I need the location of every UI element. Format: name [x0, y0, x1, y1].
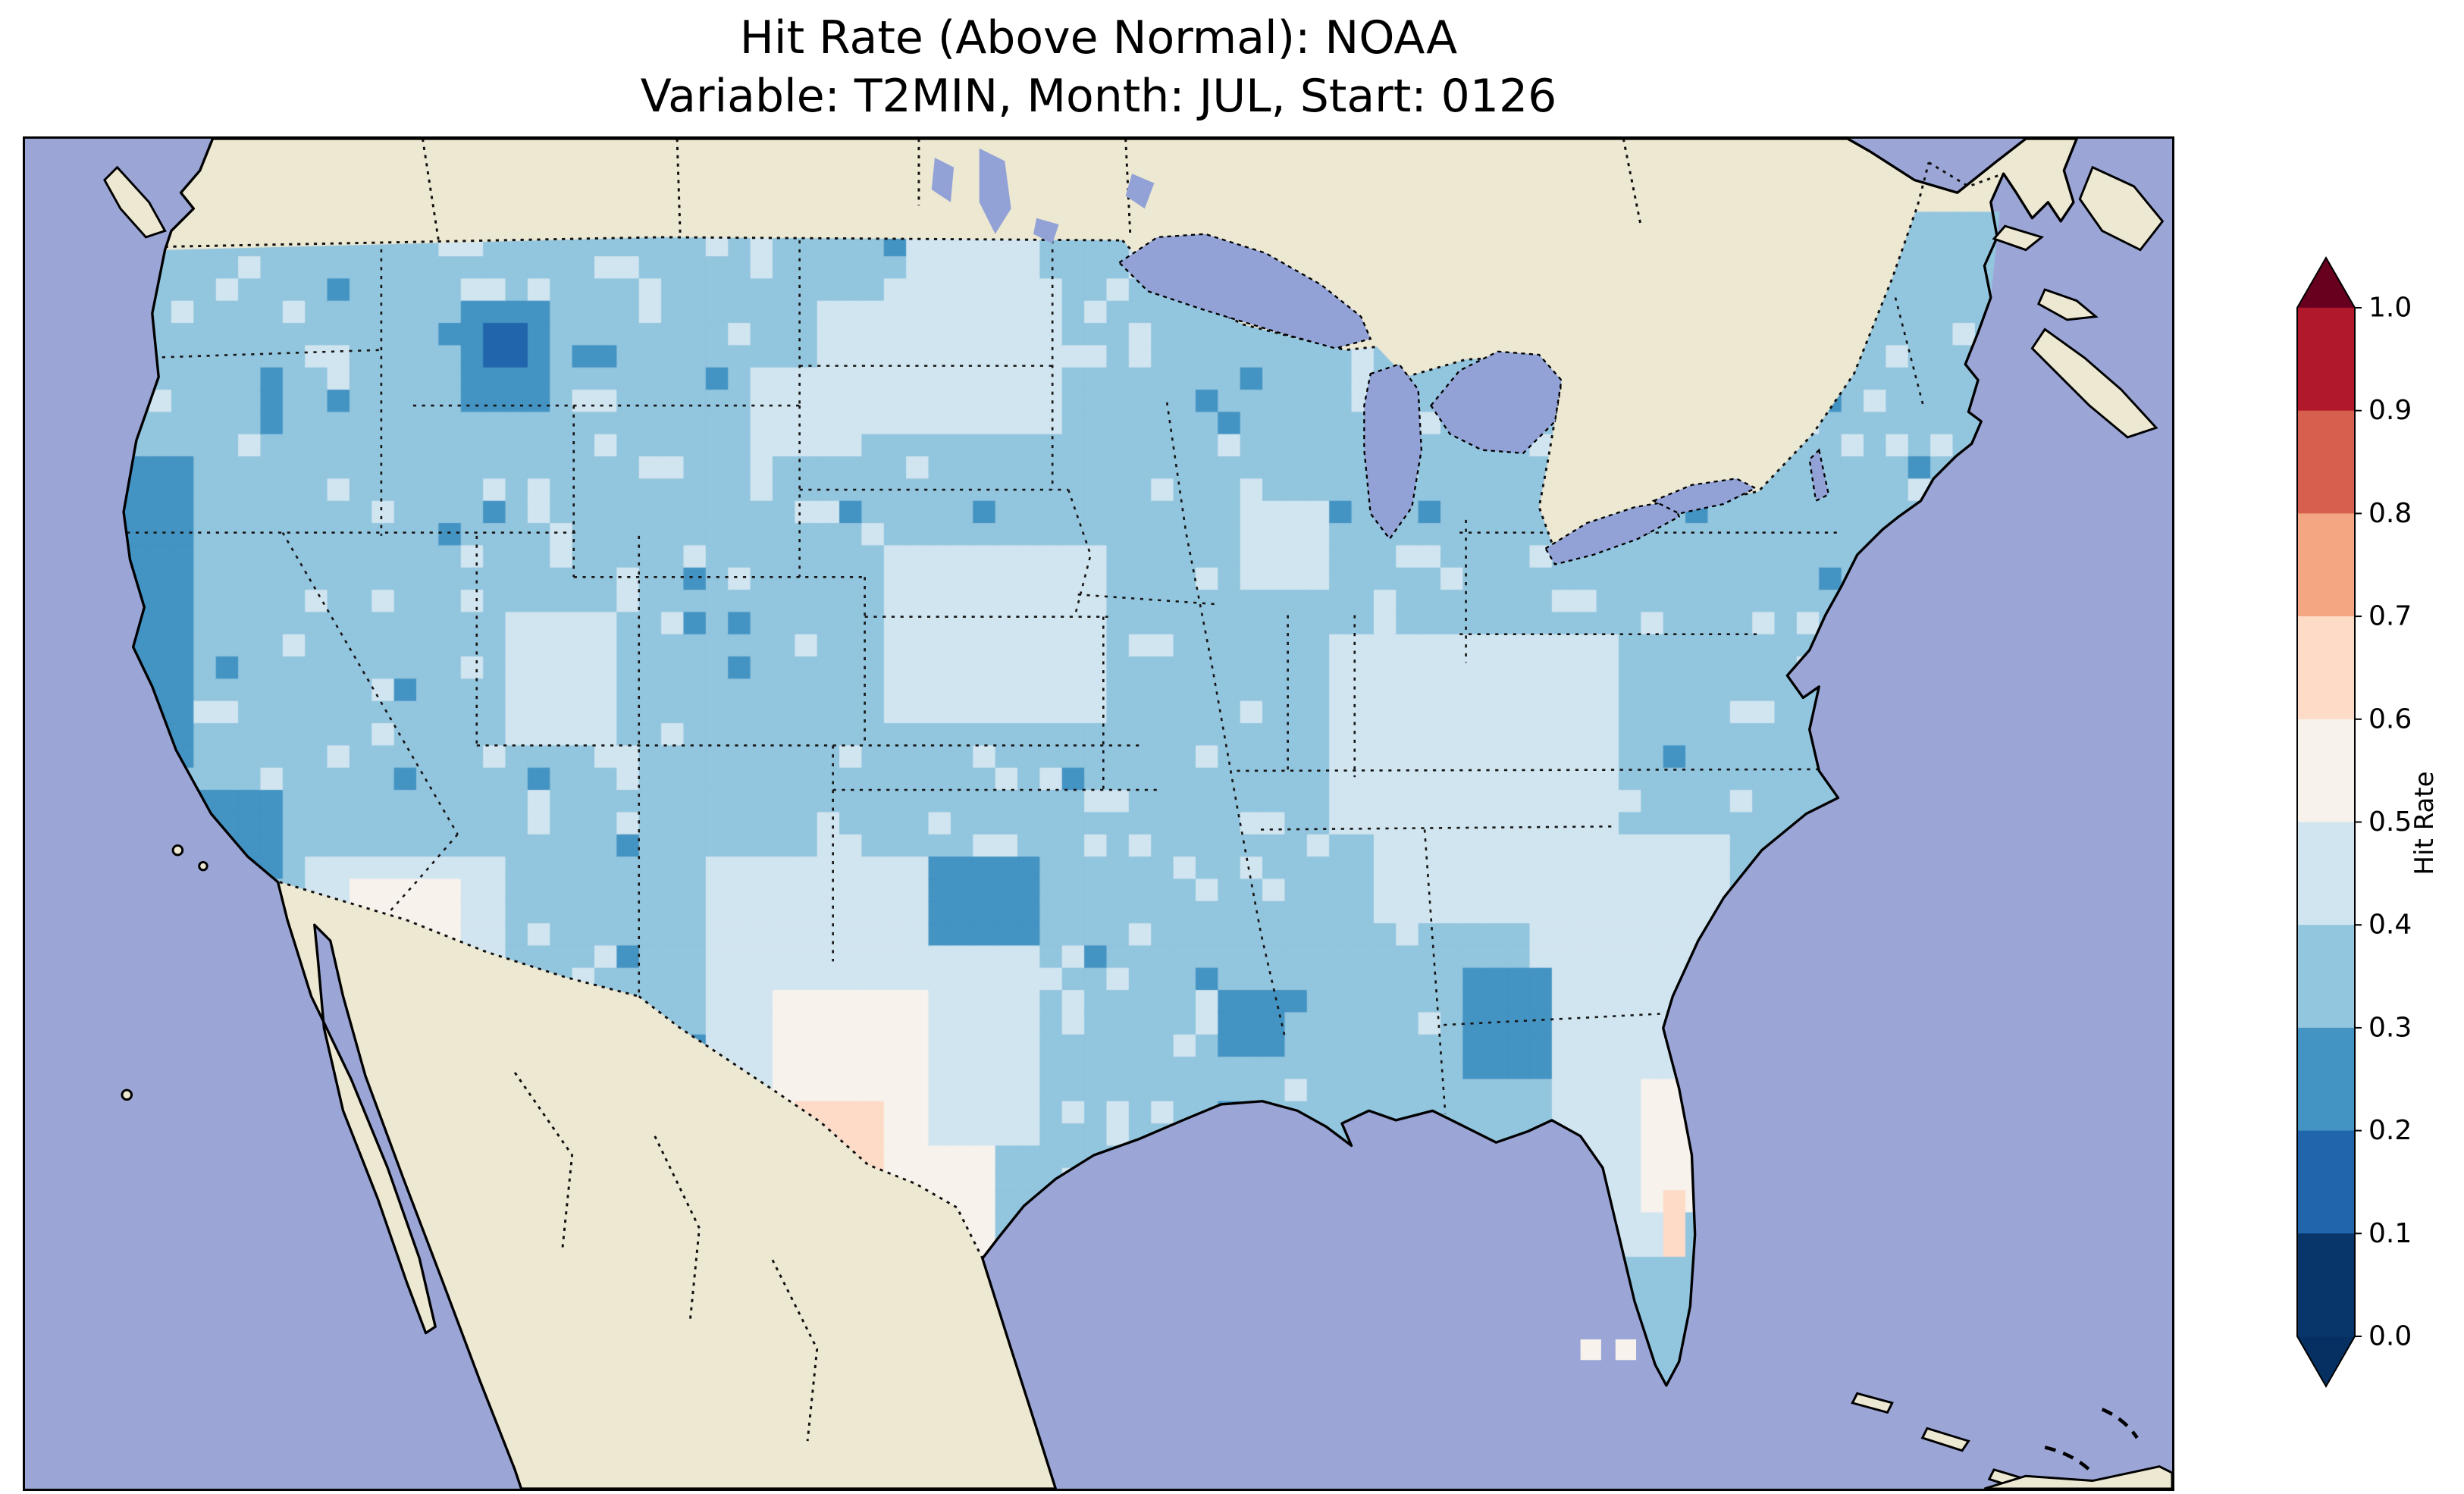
state-border-line	[1894, 297, 1926, 409]
colorbar-segment	[2297, 719, 2355, 823]
national-border-line	[638, 995, 984, 1259]
map-panel	[23, 136, 2174, 1491]
state-border-line	[281, 531, 459, 835]
colorbar-tick-label: 0.4	[2368, 910, 2412, 941]
national-border-line	[513, 1072, 574, 1248]
national-border-line	[676, 139, 682, 237]
state-border-line	[1237, 768, 1834, 772]
colorbar-tick-label: 0.5	[2368, 807, 2412, 838]
channel-island	[171, 844, 184, 857]
colorbar-tick-label: 1.0	[2368, 293, 2412, 324]
colorbar-segment	[2297, 1130, 2355, 1234]
lake-nipigon	[1125, 174, 1155, 209]
lake-winnipeg	[979, 148, 1011, 234]
colorbar-under-arrow	[2297, 1336, 2355, 1386]
lake-erie	[1544, 500, 1681, 565]
lake-manitoba	[931, 158, 955, 202]
colorbar-tick-label: 0.6	[2368, 703, 2412, 734]
canada-lakes	[931, 148, 1155, 244]
hit-rate-grid	[25, 139, 2172, 1489]
national-border-line	[771, 1259, 819, 1442]
colorbar-tick-label: 0.3	[2368, 1012, 2412, 1043]
colorbar: 1.0 0.9 0.8 0.7 0.6 0.5 0.4 0.3 0.2 0.1 0.0	[2296, 255, 2412, 1389]
state-borders	[127, 240, 1926, 1114]
offshore-cell	[1615, 1339, 1637, 1361]
national-border-line	[421, 139, 440, 241]
state-border-line	[1423, 829, 1447, 1114]
colorbar-label: Hit Rate	[2409, 771, 2440, 875]
state-border-line	[144, 349, 381, 359]
bahamas-cays	[2044, 1445, 2094, 1474]
state-border-line	[1444, 1013, 1660, 1026]
national-border-line	[165, 236, 1123, 248]
nova-scotia	[2030, 327, 2158, 439]
bahamas-island	[1920, 1427, 1970, 1452]
newfoundland	[2078, 165, 2165, 252]
state-border-line	[1077, 594, 1215, 606]
state-border-line	[387, 833, 459, 915]
colorbar-segment	[2297, 616, 2355, 720]
channel-island	[198, 860, 208, 872]
colorbar-segment	[2297, 1027, 2355, 1132]
colorbar-over-arrow	[2297, 258, 2355, 308]
great-lakes	[1118, 233, 1830, 565]
colorbar-segment	[2297, 822, 2355, 926]
cuba	[1984, 1465, 2172, 1489]
lake-champlain	[1808, 448, 1830, 503]
colorbar-tick-label: 0.8	[2368, 498, 2412, 529]
bahamas-island	[1851, 1392, 1894, 1414]
colorbar-tick-label: 0.1	[2368, 1218, 2412, 1249]
national-border-line	[1622, 139, 1642, 227]
national-border-line	[279, 881, 640, 998]
national-border-line	[1121, 240, 1378, 352]
prince-edward-island	[2036, 288, 2099, 321]
colorbar-tick-label: 0.7	[2368, 601, 2412, 632]
colorbar-segment	[2297, 513, 2355, 617]
baja-island	[121, 1088, 133, 1101]
colorbar-tick-label: 0.9	[2368, 395, 2412, 426]
islands	[103, 165, 2172, 1489]
lake-superior	[1118, 233, 1372, 349]
lake-michigan	[1363, 363, 1423, 540]
anticosti-island	[1992, 224, 2045, 252]
coastline	[122, 139, 2078, 1489]
bahamas-cays	[2101, 1408, 2139, 1439]
colorbar-tick-label: 0.0	[2368, 1321, 2412, 1352]
state-border-line	[1067, 489, 1092, 618]
lake-of-the-woods	[1033, 218, 1059, 244]
map-overlay-layer	[103, 139, 2172, 1489]
colorbar-segment	[2297, 308, 2355, 412]
lake-ontario	[1651, 478, 1757, 515]
state-border-line	[1165, 402, 1286, 1037]
colorbar-segment	[2297, 410, 2355, 515]
chart-title-line2: Variable: T2MIN, Month: JUL, Start: 0126	[640, 69, 1557, 123]
vancouver-island	[103, 165, 167, 239]
chart-title: Hit Rate (Above Normal): NOAA Variable: …	[23, 9, 2174, 126]
offshore-cell	[1580, 1339, 1601, 1361]
colorbar-segment	[2297, 1233, 2355, 1337]
colorbar-segment	[2297, 925, 2355, 1029]
chart-title-line1: Hit Rate (Above Normal): NOAA	[739, 11, 1458, 64]
colorbar-tick-label: 0.2	[2368, 1115, 2412, 1146]
national-border-line	[654, 1135, 701, 1324]
state-border-line	[1260, 825, 1616, 831]
lake-huron	[1430, 350, 1563, 455]
